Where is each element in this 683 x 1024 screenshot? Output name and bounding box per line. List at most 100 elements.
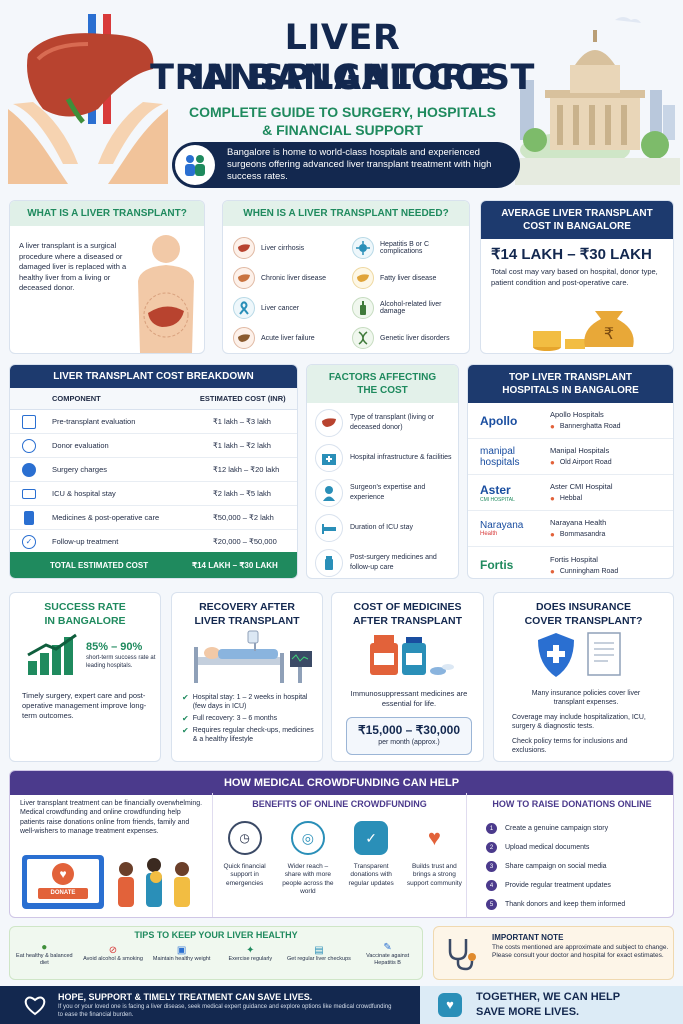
hospitals-title-line2: HOSPITALS IN BANGALORE	[502, 385, 639, 396]
step-item: 3 Share campaign on social media	[486, 857, 670, 876]
factor-item: Surgeon's expertise and experience	[315, 475, 455, 510]
footer-right-panel: ♥ TOGETHER, WE CAN HELP SAVE MORE LIVES.	[420, 986, 683, 1024]
tip-item: ⊘ Avoid alcohol & smoking	[81, 945, 145, 963]
recovery-text: Requires regular check-ups, medicines & …	[192, 727, 314, 744]
condition-label: Liver cirrhosis	[261, 244, 305, 252]
footer-text: If you or your loved one is facing a liv…	[58, 1004, 392, 1018]
factor-label: Surgeon's expertise and experience	[350, 484, 426, 501]
stethoscope-icon	[444, 937, 478, 976]
footer-headline: HOPE, SUPPORT & TIMELY TREATMENT CAN SAV…	[58, 992, 313, 1002]
component-cost: ₹2 lakh – ₹5 lakh	[213, 489, 271, 498]
hospital-name: Aster CMI Hospital	[550, 482, 613, 491]
recovery-item: ✔ Full recovery: 3 – 6 months	[182, 714, 318, 723]
intro-banner: Bangalore is home to world-class hospita…	[172, 142, 520, 188]
benefits-section: BENEFITS OF ONLINE CROWDFUNDING ◷ Quick f…	[212, 793, 467, 917]
syringe-icon: ✎	[383, 942, 392, 953]
growth-chart-icon	[26, 633, 82, 682]
medicine-bottle-icon	[24, 510, 34, 525]
tip-text: Exercise regularly	[228, 956, 273, 963]
location-pin-icon: ●	[550, 566, 555, 576]
what-is-card: WHAT IS A LIVER TRANSPLANT? A liver tran…	[9, 200, 205, 354]
insurance-title-line1: DOES INSURANCE	[535, 601, 632, 613]
tip-text: Eat healthy & balanced diet	[16, 953, 73, 966]
benefit-item: ◎ Wider reach – share with more people ac…	[279, 821, 337, 897]
component-cost: ₹50,000 – ₹2 lakh	[213, 513, 274, 522]
benefit-text: Quick financial support in emergencies	[223, 863, 266, 887]
running-icon: ✦	[246, 945, 255, 957]
success-rate-value: 85% – 90%	[86, 641, 143, 653]
crowdfunding-intro: Liver transplant treatment can be financ…	[20, 800, 203, 836]
clock-icon: ◷	[227, 821, 262, 855]
condition-item: Fatty liver disease	[352, 263, 465, 293]
heart-hands-icon: ♥	[427, 825, 441, 850]
condition-item: Chronic liver disease	[233, 263, 346, 293]
footer-right-line1: TOGETHER, WE CAN HELP	[476, 991, 621, 1003]
hospital-building-icon	[315, 443, 343, 472]
checkmark-icon: ✓	[22, 534, 36, 549]
step-item: 2 Upload medical documents	[486, 838, 670, 857]
tips-card: TIPS TO KEEP YOUR LIVER HEALTHY ● Eat hea…	[9, 926, 423, 980]
benefit-item: ✓ Transparent donations with regular upda…	[342, 821, 400, 888]
hospital-name: Fortis Hospital	[550, 554, 598, 564]
heart-shield-icon: ♥	[438, 993, 462, 1017]
liver-icon	[315, 408, 343, 437]
factor-item: Post-surgery medicines and follow-up car…	[315, 545, 455, 578]
hospital-name: Narayana Health	[550, 518, 607, 527]
step-number-3: 3	[486, 861, 497, 872]
doctors-icon	[175, 145, 215, 185]
hero-illustration-bangalore-building	[515, 10, 680, 185]
breakdown-row: Pre-transplant evaluation ₹1 lakh – ₹3 la…	[10, 410, 297, 434]
condition-item: Liver cirrhosis	[233, 233, 346, 263]
column-header-component: COMPONENT	[52, 394, 101, 403]
condition-item: Acute liver failure	[233, 323, 346, 353]
cancer-ribbon-icon	[233, 297, 255, 319]
money-bag-icon: ₹	[525, 301, 665, 353]
medicine-cost-box: ₹15,000 – ₹30,000 per month (approx.)	[346, 717, 472, 755]
breakdown-row: Surgery charges ₹12 lakh – ₹20 lakh	[10, 458, 297, 482]
medicines-title: COST OF MEDICINES AFTER TRANSPLANT	[332, 601, 483, 628]
hospital-item: Aster CMI HOSPITAL Aster CMI Hospital ● Hebb…	[468, 475, 673, 511]
surgeon-icon	[22, 462, 36, 477]
location-pin-icon: ●	[550, 494, 555, 503]
note-text: The costs mentioned are approximate and …	[492, 944, 669, 960]
benefit-text: Builds trust and brings a strong support…	[406, 863, 462, 887]
condition-label: Hepatitis B or C complications	[380, 241, 430, 255]
average-cost-note: Total cost may vary based on hospital, d…	[491, 267, 658, 287]
factor-label: Type of transplant (living or deceased d…	[350, 414, 435, 431]
alcohol-bottle-icon	[352, 297, 374, 319]
recovery-item: ✔ Hospital stay: 1 – 2 weeks in hospital …	[182, 693, 318, 711]
insurance-title: DOES INSURANCE COVER TRANSPLANT?	[494, 601, 673, 628]
component-cost: ₹1 lakh – ₹3 lakh	[213, 417, 271, 426]
location-pin-icon: ●	[550, 422, 555, 431]
condition-label: Genetic liver disorders	[380, 334, 450, 342]
document-icon	[586, 631, 624, 682]
donate-button[interactable]: DONATE	[38, 888, 88, 899]
success-title-line1: SUCCESS RATE	[44, 601, 126, 613]
average-title-line1: AVERAGE LIVER TRANSPLANT	[501, 208, 653, 219]
insurance-text2: Coverage may include hospitalization, IC…	[512, 714, 646, 731]
insurance-title-line2: COVER TRANSPLANT?	[524, 614, 643, 627]
page-subtitle-line1: COMPLETE GUIDE TO SURGERY, HOSPITALS	[189, 104, 496, 120]
cirrhosis-liver-icon	[233, 237, 255, 259]
condition-label: Fatty liver disease	[380, 274, 437, 282]
footer-bar: HOPE, SUPPORT & TIMELY TREATMENT CAN SAV…	[0, 986, 683, 1024]
narayana-logo-sub: Health	[480, 531, 498, 537]
step-text: Upload medical documents	[505, 844, 590, 851]
what-is-text: A liver transplant is a surgical procedu…	[19, 241, 127, 292]
steps-section: HOW TO RAISE DONATIONS ONLINE 1 Create a …	[474, 793, 670, 914]
donor-person-icon	[22, 438, 36, 453]
condition-label: Liver cancer	[261, 304, 300, 312]
virus-icon	[352, 237, 374, 259]
hospital-location: Hebbal	[559, 495, 583, 502]
heart-hands-icon	[22, 992, 48, 1023]
step-item: 1 Create a genuine campaign story	[486, 819, 670, 838]
factors-title-line1: FACTORS AFFECTING	[328, 372, 437, 383]
average-cost-range: ₹14 LAKH – ₹30 LAKH	[491, 246, 652, 263]
check-circle-icon: ✔	[182, 693, 189, 702]
step-number-5: 5	[486, 899, 497, 910]
condition-label: Chronic liver disease	[261, 274, 326, 282]
factor-item: Type of transplant (living or deceased d…	[315, 405, 455, 440]
benefit-text: Transparent donations with regular updat…	[348, 863, 394, 887]
aster-logo-sub: CMI HOSPITAL	[480, 496, 515, 503]
medicines-card: COST OF MEDICINES AFTER TRANSPLANT Immuno…	[331, 592, 484, 762]
